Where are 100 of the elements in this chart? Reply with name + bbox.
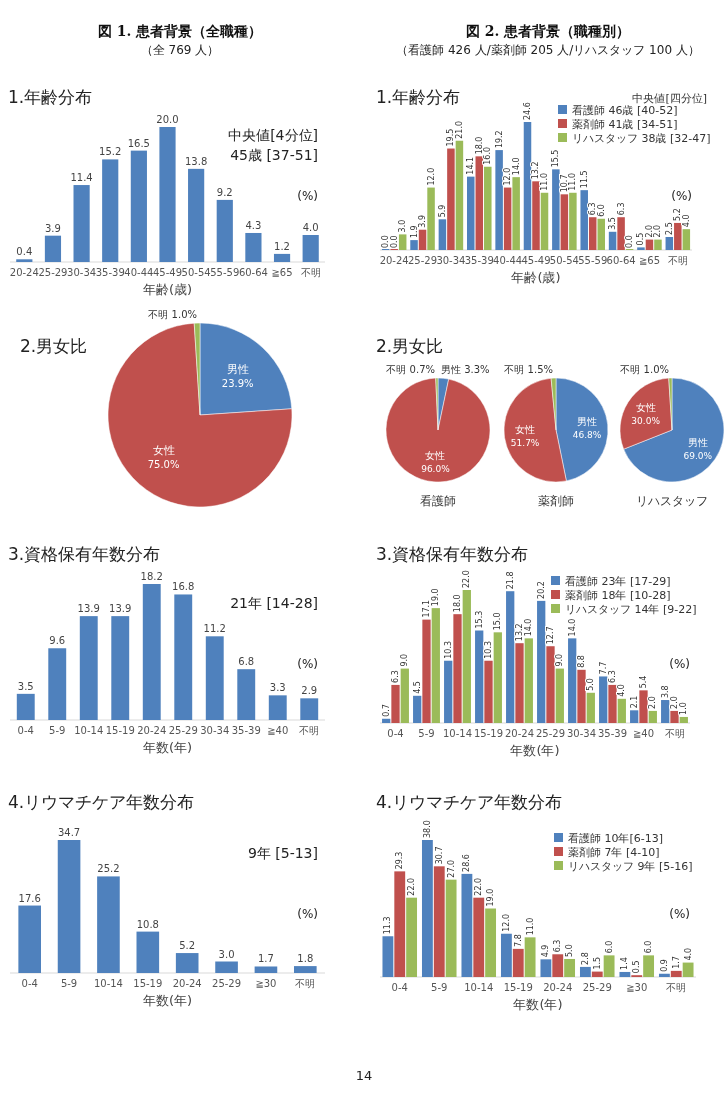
chart-title: 1.年齢分布 [376, 87, 461, 107]
data-label: 2.9 [301, 685, 318, 697]
data-label: 11.4 [70, 172, 93, 184]
data-label: 13.2 [515, 623, 524, 642]
pie-slice [385, 377, 491, 483]
data-label: 8.8 [577, 655, 586, 668]
data-label: 6.0 [596, 204, 606, 217]
x-tick-label: 不明 [664, 728, 685, 739]
bar [532, 181, 540, 250]
x-tick-label: 35-39 [597, 728, 628, 739]
data-label: 10.7 [559, 174, 569, 193]
data-label: 1.4 [620, 957, 630, 970]
bar [382, 718, 391, 723]
slice-label: 不明 1.5% [504, 364, 553, 375]
data-label: 11.0 [540, 172, 550, 191]
x-tick-label: 不明 [295, 978, 316, 989]
x-tick-label: 35-39 [231, 725, 261, 736]
x-tick-label: ≧40 [267, 725, 289, 736]
data-label: 20.0 [156, 114, 179, 125]
chart-title: 3.資格保有年数分布 [8, 544, 161, 564]
data-label: 9.0 [400, 653, 410, 667]
data-label: 6.0 [644, 940, 654, 954]
data-label: 14.0 [567, 618, 577, 637]
x-tick-label: 20-24 [172, 978, 202, 989]
bar [142, 584, 161, 720]
bar [73, 185, 90, 262]
text: 2.男女比 [20, 336, 88, 356]
x-tick-label: 60-64 [606, 255, 636, 266]
bar [617, 698, 626, 723]
bar [630, 710, 639, 723]
x-tick-label: 50-54 [549, 255, 579, 266]
x-tick-label: 20-24 [9, 267, 39, 278]
data-label: 6.3 [616, 202, 626, 216]
slice-label: 男性 [577, 415, 598, 427]
bar [268, 695, 287, 720]
bar [48, 648, 67, 720]
x-tick-label: 0-4 [17, 725, 34, 736]
bar [523, 122, 532, 250]
bar [643, 955, 655, 977]
bar [524, 937, 536, 977]
x-tick-label: 不明 [666, 982, 687, 993]
data-label: 27.0 [446, 859, 456, 878]
bar [453, 614, 462, 723]
x-tick-label: 10-14 [464, 982, 494, 993]
x-tick-label: ≧30 [255, 978, 277, 989]
bar [670, 970, 682, 977]
data-label: 4.0 [681, 214, 691, 228]
data-label: 11.2 [203, 623, 226, 635]
x-axis-title: 年数(年) [142, 740, 193, 755]
data-label: 12.7 [546, 626, 555, 645]
legend-label: 薬剤師 18年 [10-28] [565, 589, 671, 602]
data-label: 19.5 [446, 128, 456, 147]
x-tick-label: 40-44 [493, 255, 523, 266]
data-label: 0.5 [632, 960, 642, 974]
data-label: 9.6 [49, 635, 66, 647]
x-tick-label: 55-59 [210, 267, 240, 278]
data-label: 4.0 [617, 684, 627, 697]
data-label: 9.2 [216, 186, 233, 198]
bar [391, 684, 400, 723]
bar [57, 840, 81, 973]
data-label: 24.6 [522, 102, 532, 120]
bar [467, 176, 475, 250]
x-tick-label: 15-19 [503, 982, 533, 993]
bar [410, 240, 418, 250]
x-tick-label: 55-59 [578, 255, 608, 266]
data-label: 34.7 [57, 827, 81, 838]
x-tick-label: 30-34 [200, 725, 230, 736]
bar [398, 234, 407, 250]
legend-title: 中央値[四分位] [632, 92, 707, 105]
x-tick-label: 5-9 [60, 978, 78, 989]
data-label: 14.0 [511, 157, 521, 176]
data-label: 13.9 [77, 603, 100, 615]
data-label: 16.5 [127, 137, 150, 149]
data-label: 0.4 [16, 246, 33, 258]
bar [421, 840, 433, 977]
x-tick-label: 30-34 [566, 728, 597, 739]
chart-title: 1.年齢分布 [8, 87, 93, 107]
bar [102, 159, 119, 262]
data-label: 7.8 [513, 934, 523, 947]
bar [603, 955, 615, 977]
data-label: 75.0% [147, 459, 180, 471]
text: 14 [355, 1068, 373, 1083]
bar [418, 229, 427, 250]
bar [44, 235, 62, 262]
x-tick-label: 10-14 [74, 725, 104, 736]
data-label: 23.9% [221, 377, 254, 389]
bar [599, 676, 608, 723]
data-label: 13.2 [531, 161, 541, 180]
x-tick-label: 30-34 [436, 255, 466, 266]
data-label: 30.7 [434, 846, 444, 865]
data-label: 11.3 [383, 916, 393, 935]
data-label: 3.0 [398, 219, 408, 233]
bar [130, 150, 147, 262]
x-tick-label: 45-49 [521, 255, 551, 266]
bar [273, 253, 291, 262]
data-label: 1.7 [671, 956, 681, 969]
x-tick-label: 20-24 [543, 982, 573, 993]
x-tick-label: 不明 [667, 255, 688, 266]
data-label: 15.5 [551, 149, 561, 168]
data-label: 21.8 [505, 571, 515, 590]
